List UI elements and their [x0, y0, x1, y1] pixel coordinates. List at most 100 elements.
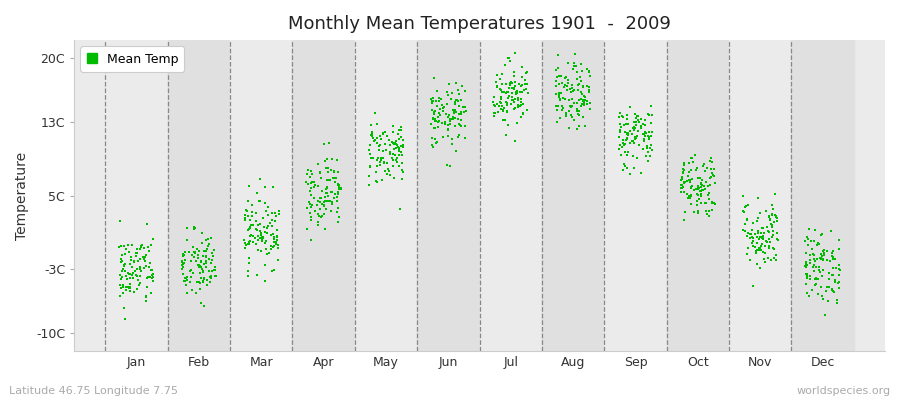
Point — [704, 174, 718, 180]
Point — [517, 111, 531, 118]
Point — [197, 275, 211, 281]
Point — [113, 282, 128, 288]
Point — [562, 103, 577, 110]
Point — [501, 122, 516, 128]
Point — [814, 292, 829, 299]
Point — [572, 96, 586, 103]
Point — [251, 237, 266, 244]
Point — [572, 123, 587, 129]
Point — [803, 251, 817, 258]
Point — [504, 78, 518, 85]
Point — [508, 73, 522, 79]
Point — [439, 100, 454, 107]
Point — [439, 162, 454, 168]
Point — [243, 224, 257, 230]
Point — [370, 139, 384, 146]
Point — [190, 279, 204, 285]
Point — [432, 118, 446, 124]
Point — [748, 230, 762, 237]
Point — [122, 270, 137, 277]
Point — [380, 160, 394, 166]
Point — [392, 162, 406, 169]
Point — [825, 250, 840, 256]
Point — [176, 259, 190, 266]
Point — [615, 113, 629, 119]
Point — [640, 145, 654, 152]
Point — [573, 103, 588, 109]
Point — [203, 272, 218, 279]
Point — [508, 82, 522, 89]
Point — [440, 114, 454, 120]
Point — [744, 239, 759, 246]
Point — [264, 232, 278, 238]
Point — [270, 233, 284, 239]
Point — [706, 173, 721, 180]
Point — [316, 199, 330, 206]
Point — [260, 251, 274, 258]
Point — [142, 264, 157, 271]
Point — [567, 100, 581, 107]
Point — [114, 285, 129, 291]
Point — [197, 303, 211, 309]
Point — [798, 264, 813, 270]
Point — [185, 286, 200, 293]
Point — [741, 230, 755, 236]
Point — [238, 240, 252, 246]
Point — [194, 259, 209, 265]
Point — [568, 51, 582, 57]
Point — [554, 90, 568, 96]
Point — [571, 82, 585, 88]
Point — [618, 129, 633, 135]
Point — [177, 252, 192, 259]
Point — [677, 217, 691, 223]
Point — [320, 206, 334, 212]
Point — [393, 127, 408, 133]
Point — [571, 87, 585, 93]
Point — [565, 87, 580, 94]
Point — [636, 131, 651, 138]
Point — [242, 226, 256, 232]
Point — [427, 108, 441, 115]
Point — [752, 215, 766, 221]
Point — [266, 184, 281, 190]
Point — [244, 222, 258, 228]
Point — [322, 140, 337, 146]
Point — [582, 88, 597, 95]
Point — [369, 121, 383, 128]
Point — [259, 246, 274, 252]
Point — [572, 74, 587, 80]
Point — [138, 253, 152, 260]
Point — [431, 119, 446, 125]
Point — [555, 103, 570, 109]
Point — [243, 225, 257, 232]
Point — [748, 231, 762, 237]
Point — [122, 285, 137, 291]
Point — [644, 133, 658, 140]
Point — [514, 98, 528, 105]
Point — [245, 209, 259, 215]
Point — [642, 134, 656, 140]
Point — [677, 180, 691, 186]
Point — [816, 251, 831, 257]
Point — [629, 118, 643, 125]
Point — [429, 97, 444, 104]
Point — [683, 179, 698, 186]
Point — [137, 265, 151, 271]
Point — [496, 108, 510, 114]
Point — [630, 128, 644, 134]
Point — [643, 145, 657, 152]
Point — [196, 248, 211, 254]
Point — [443, 162, 457, 169]
Point — [116, 282, 130, 288]
Point — [192, 262, 206, 268]
Point — [702, 190, 716, 196]
Point — [811, 276, 825, 282]
Point — [446, 110, 461, 116]
Point — [363, 164, 377, 170]
Point — [565, 66, 580, 72]
Point — [753, 246, 768, 253]
Point — [620, 134, 634, 141]
Point — [767, 255, 781, 262]
Point — [317, 211, 331, 218]
Point — [246, 222, 260, 229]
